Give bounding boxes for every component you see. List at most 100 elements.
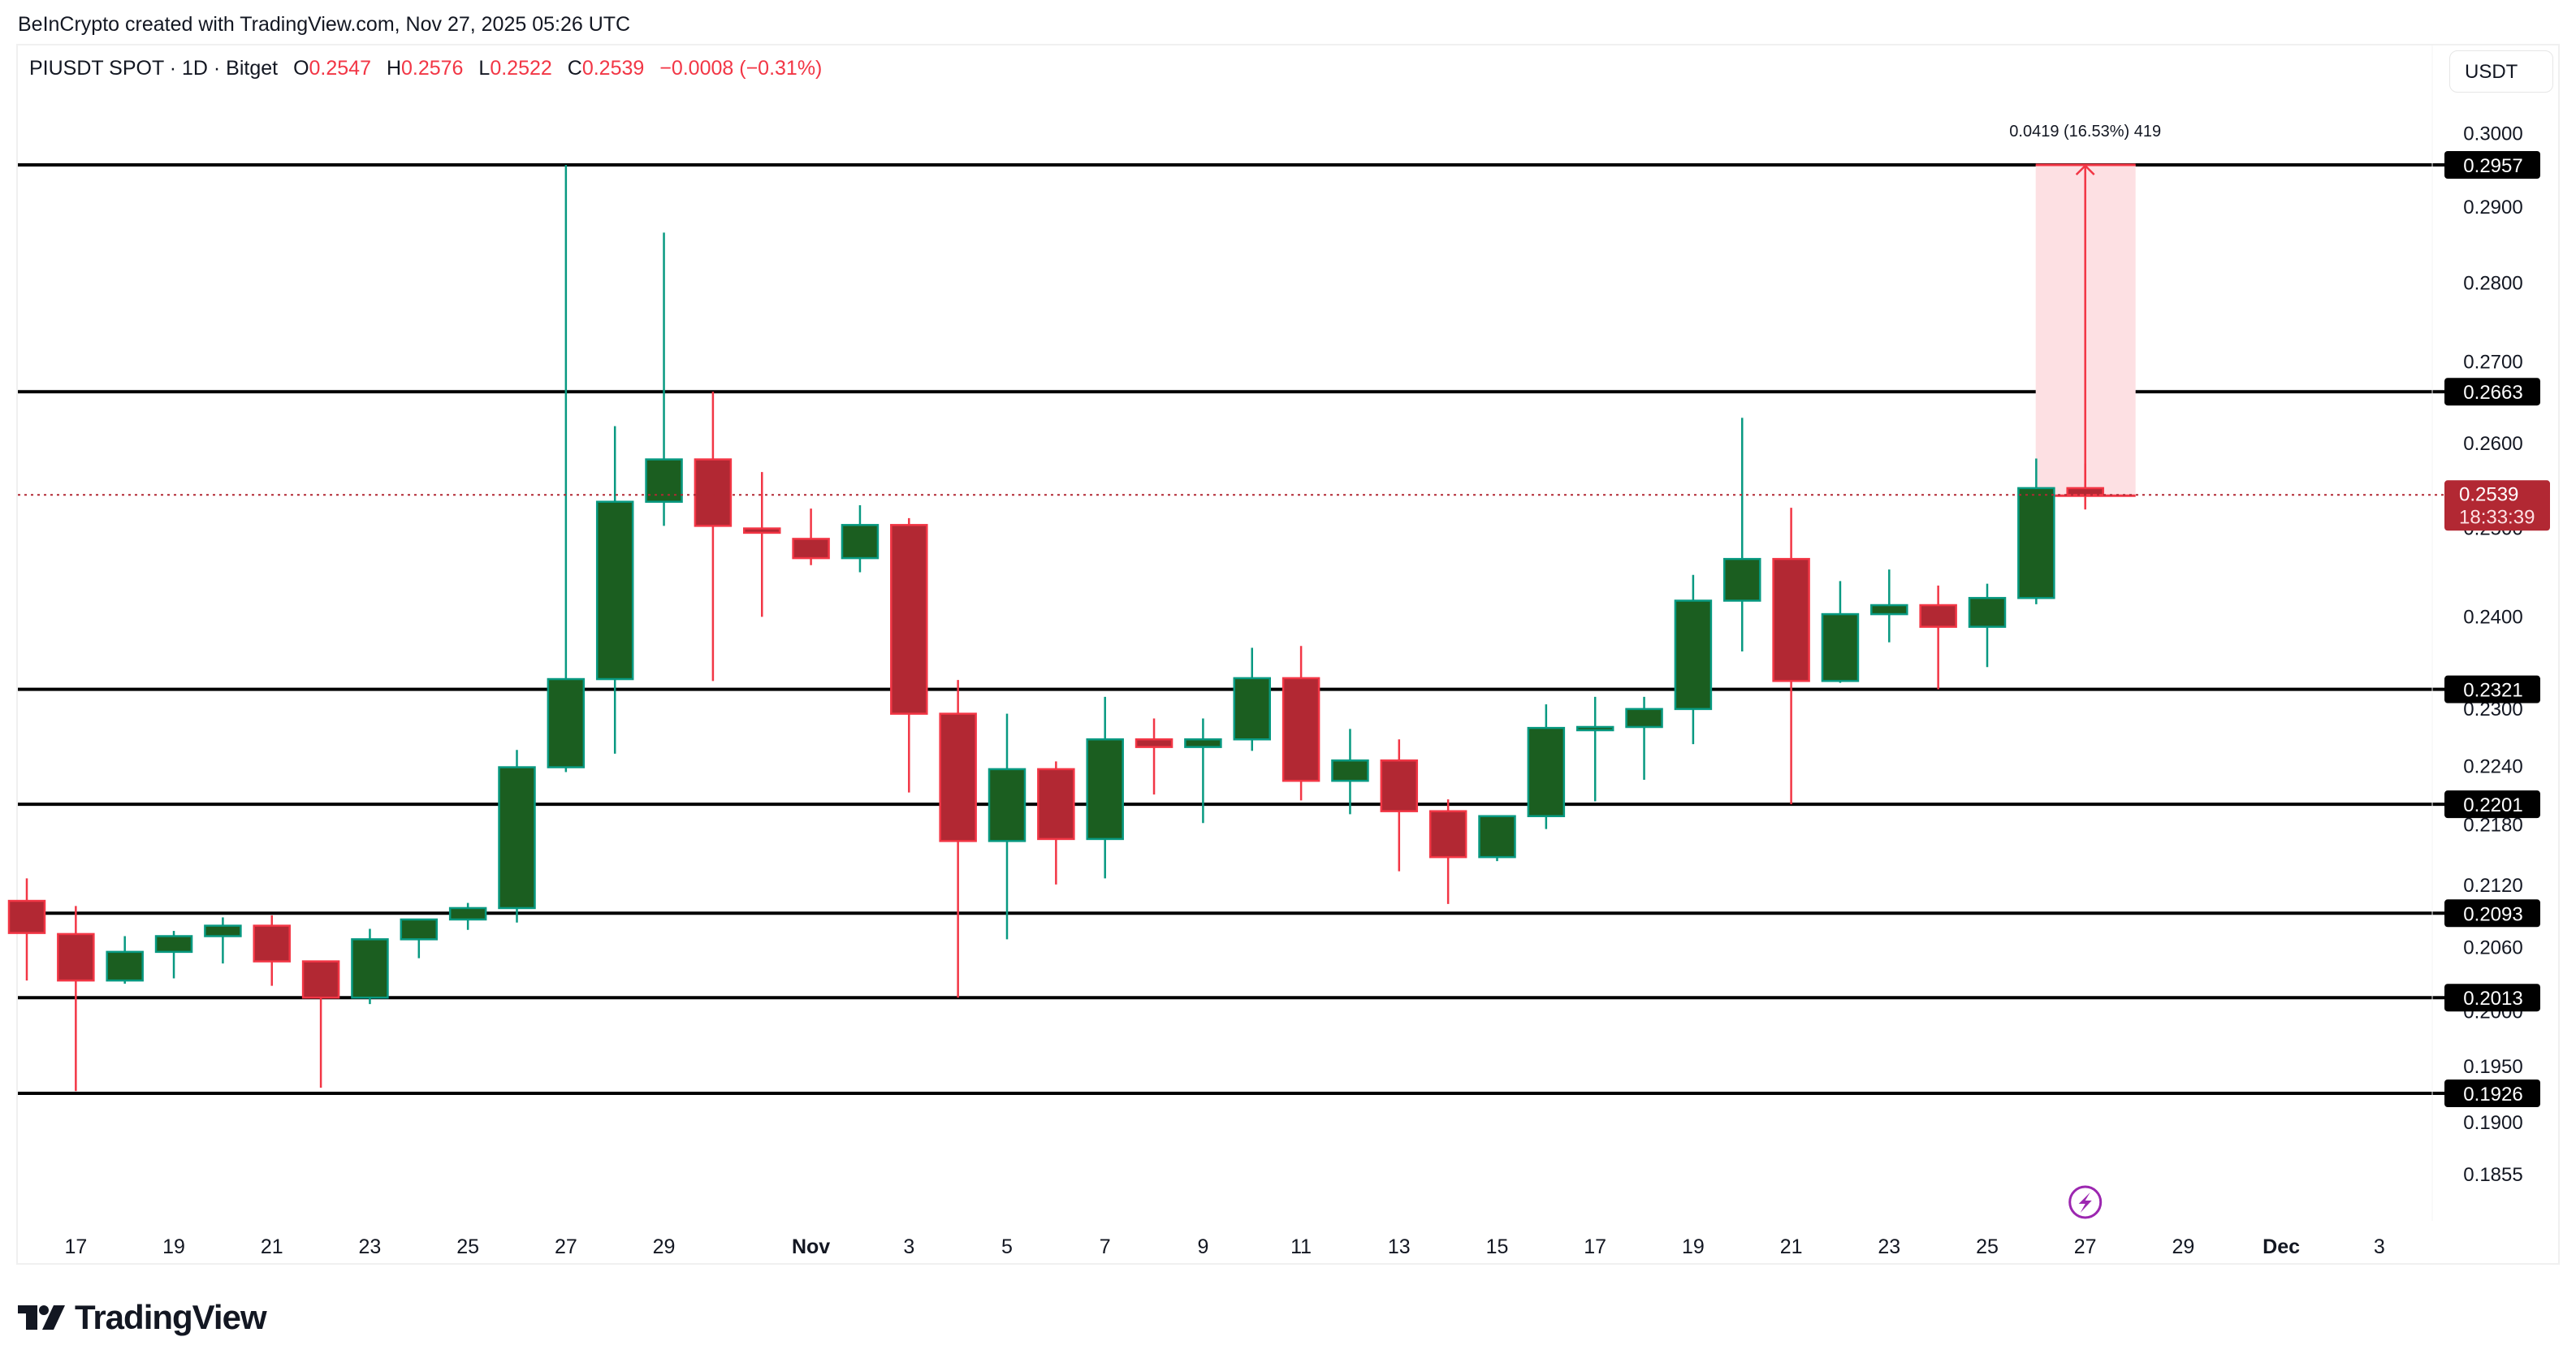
price-axis[interactable]: 0.30000.29000.28000.27000.26000.25000.24… [2431, 45, 2550, 1221]
candle [106, 936, 144, 984]
date-tick-label: 17 [64, 1235, 87, 1258]
candle [743, 472, 781, 617]
symbol-legend: PIUSDT SPOT · 1D · Bitget O0.2547 H0.257… [29, 57, 822, 80]
level-price-badge[interactable] [2444, 378, 2540, 406]
currency-unit-button[interactable]: USDT [2449, 50, 2553, 93]
date-tick-label: 5 [1001, 1235, 1013, 1258]
candle [841, 504, 880, 573]
candle-body [1184, 738, 1222, 748]
date-tick-label: 21 [261, 1235, 283, 1258]
close-label: C [567, 57, 582, 80]
candle-body [890, 524, 928, 715]
price-tick-label: 0.2240 [2463, 755, 2522, 777]
candle-body [1478, 815, 1516, 859]
chart-frame[interactable] [16, 44, 2560, 1265]
level-price-label: 0.2093 [2463, 903, 2522, 925]
candle [1674, 574, 1713, 745]
last-price-label: 0.2539 [2459, 483, 2518, 505]
price-tick-label: 0.1950 [2463, 1056, 2522, 1078]
tradingview-wordmark: TradingView [75, 1298, 267, 1336]
candle-body [400, 918, 439, 941]
time-axis[interactable]: 17 19 21 23 25 27 29 Nov 3 5 7 9 11 13 15 17 19 21 23 25 27 2… [64, 1235, 2384, 1258]
date-tick-label: 17 [1584, 1235, 1606, 1258]
candle [400, 918, 439, 958]
date-tick-label: 21 [1780, 1235, 1803, 1258]
level-price-badge[interactable] [2444, 1079, 2540, 1107]
date-tick-label: 27 [555, 1235, 577, 1258]
change-value: −0.0008 (−0.31%) [659, 57, 823, 80]
candle-body [253, 924, 291, 963]
candle [1478, 815, 1516, 862]
price-tick-label: 0.2600 [2463, 433, 2522, 455]
date-tick-label: 27 [2074, 1235, 2097, 1258]
candle-body [1625, 707, 1663, 729]
date-tick-label: 3 [903, 1235, 914, 1258]
date-tick-label: 25 [456, 1235, 479, 1258]
candle [1380, 739, 1419, 872]
price-range-measure[interactable]: 0.0419 (16.53%) 419 [2009, 123, 2161, 497]
candle-body [154, 935, 193, 954]
level-price-badge[interactable] [2444, 790, 2540, 819]
candle [7, 878, 46, 981]
price-tick-label: 0.3000 [2463, 123, 2522, 145]
candle-body [595, 500, 634, 681]
candle [1723, 418, 1761, 651]
lightning-bolt-glyph [2078, 1192, 2092, 1213]
candle [1527, 704, 1566, 829]
candle [154, 931, 193, 979]
low-label: L [478, 57, 491, 80]
open-value: 0.2547 [309, 57, 371, 80]
event-marker[interactable] [2068, 1185, 2103, 1219]
level-price-label: 0.2663 [2463, 382, 2522, 404]
level-price-label: 0.2321 [2463, 680, 2522, 702]
low-value: 0.2522 [490, 57, 552, 80]
candle-body [57, 932, 95, 982]
candle [498, 750, 536, 923]
candle [1282, 646, 1320, 801]
symbol-name[interactable]: PIUSDT SPOT · 1D · Bitget [29, 57, 279, 80]
candle-body [2066, 487, 2104, 496]
candle [1135, 718, 1173, 795]
price-tick-label: 0.2800 [2463, 272, 2522, 294]
candle [2017, 458, 2055, 604]
level-price-badge[interactable] [2444, 899, 2540, 928]
candle-body [1968, 596, 2007, 628]
candle-body [1282, 677, 1320, 782]
candle-body [792, 538, 830, 560]
candle-body [1674, 599, 1713, 711]
candle-body [1331, 759, 1369, 782]
level-price-badge[interactable] [2444, 675, 2540, 703]
candle [448, 902, 487, 930]
candle-body [1135, 738, 1173, 748]
candle-body [1772, 557, 1810, 682]
candle-body [2017, 487, 2055, 599]
price-tick-label: 0.2180 [2463, 815, 2522, 837]
candle [1428, 799, 1467, 904]
level-price-badge[interactable] [2444, 984, 2540, 1012]
level-price-badge[interactable] [2444, 151, 2540, 179]
candle [1086, 696, 1124, 879]
candle-body [1723, 557, 1761, 602]
high-label: H [386, 57, 401, 80]
level-price-label: 0.1926 [2463, 1084, 2522, 1106]
candle-body [1575, 725, 1614, 732]
candle-body [1086, 738, 1124, 841]
candle-body [841, 524, 880, 560]
candle-body [7, 899, 46, 934]
candle-body [988, 768, 1027, 842]
high-value: 0.2576 [401, 57, 464, 80]
date-tick-label: 11 [1290, 1235, 1312, 1258]
candle-body [1380, 759, 1419, 812]
candle [645, 232, 683, 526]
candle [1184, 718, 1222, 824]
candle [204, 917, 242, 964]
candle-body [351, 938, 389, 999]
chart-credit: BeInCrypto created with TradingView.com,… [18, 13, 631, 36]
candle [1575, 696, 1614, 802]
candle-body [1919, 604, 1957, 628]
candle [1233, 647, 1271, 751]
last-price-badge[interactable] [2444, 480, 2550, 531]
candle-body [204, 924, 242, 937]
candle [939, 680, 977, 998]
